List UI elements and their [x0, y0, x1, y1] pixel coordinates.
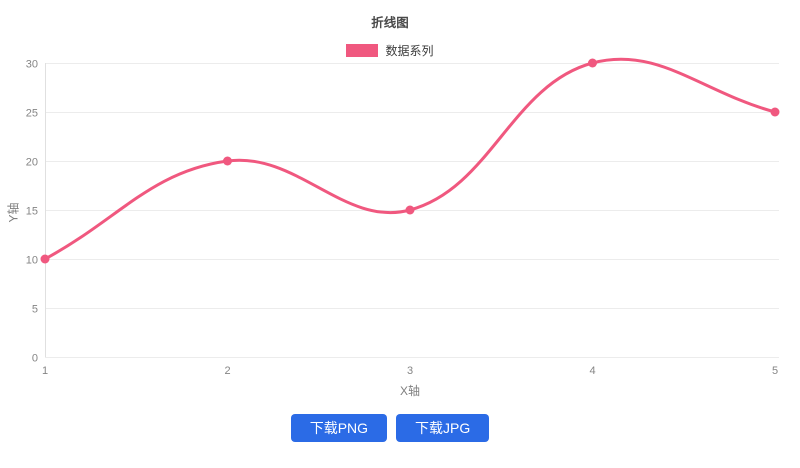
legend-swatch-icon: [346, 44, 379, 57]
data-point[interactable]: [770, 107, 780, 117]
y-tick-label: 15: [26, 206, 38, 218]
y-axis-title: Y轴: [6, 202, 21, 223]
x-tick-label: 3: [407, 365, 413, 377]
data-point[interactable]: [223, 156, 232, 166]
y-tick-label: 10: [26, 255, 38, 267]
download-jpg-button[interactable]: 下载JPG: [396, 414, 490, 442]
legend-label: 数据系列: [385, 44, 434, 58]
data-point[interactable]: [405, 205, 415, 215]
x-tick-label: 5: [772, 365, 778, 377]
x-axis-title: X轴: [399, 384, 420, 398]
y-tick-label: 25: [26, 108, 38, 120]
y-tick-label: 30: [26, 59, 38, 71]
y-tick-label: 0: [32, 353, 38, 365]
y-tick-label: 5: [32, 304, 38, 316]
chart-title: 折线图: [371, 16, 409, 30]
x-tick-label: 4: [589, 365, 595, 377]
data-point[interactable]: [588, 58, 597, 68]
line-chart-plot-area: 0 5 10 15 20 25 30 1 2 3 4 5: [26, 57, 780, 377]
data-line: [43, 57, 777, 261]
legend[interactable]: 数据系列: [0, 42, 780, 59]
x-tick-label: 1: [42, 365, 48, 377]
y-tick-label: 20: [26, 157, 38, 169]
x-tick-label: 2: [224, 365, 230, 377]
download-button-row: 下载PNG 下载JPG: [0, 414, 780, 442]
download-png-button[interactable]: 下载PNG: [290, 414, 388, 442]
data-point[interactable]: [40, 254, 50, 264]
